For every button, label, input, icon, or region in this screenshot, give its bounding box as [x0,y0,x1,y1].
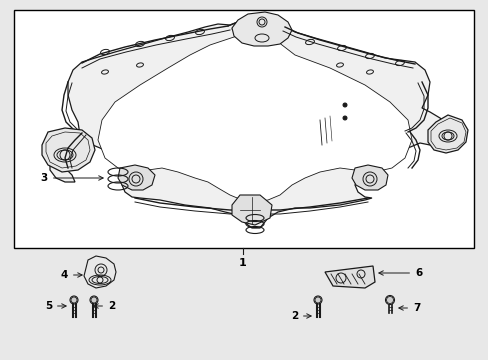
Polygon shape [231,12,291,46]
Circle shape [342,103,346,107]
Polygon shape [351,165,387,190]
Text: 7: 7 [398,303,420,313]
Text: 4: 4 [61,270,82,280]
Polygon shape [84,256,116,288]
Text: 5: 5 [45,301,66,311]
Ellipse shape [385,296,394,305]
Circle shape [386,297,393,303]
Circle shape [314,297,320,303]
Polygon shape [231,195,271,225]
Ellipse shape [70,296,78,304]
Polygon shape [427,115,467,153]
Polygon shape [50,15,447,228]
Polygon shape [118,165,155,190]
Text: 1: 1 [239,258,246,268]
Circle shape [91,297,97,303]
Text: 2: 2 [94,301,115,311]
Text: 2: 2 [290,311,310,321]
Text: 6: 6 [378,268,421,278]
Polygon shape [98,32,411,202]
Text: 3: 3 [41,173,103,183]
Polygon shape [325,266,374,288]
Circle shape [342,116,346,120]
Circle shape [71,297,77,303]
Bar [14,10,473,248]
Polygon shape [42,128,95,172]
Ellipse shape [313,296,321,304]
Ellipse shape [90,296,98,304]
